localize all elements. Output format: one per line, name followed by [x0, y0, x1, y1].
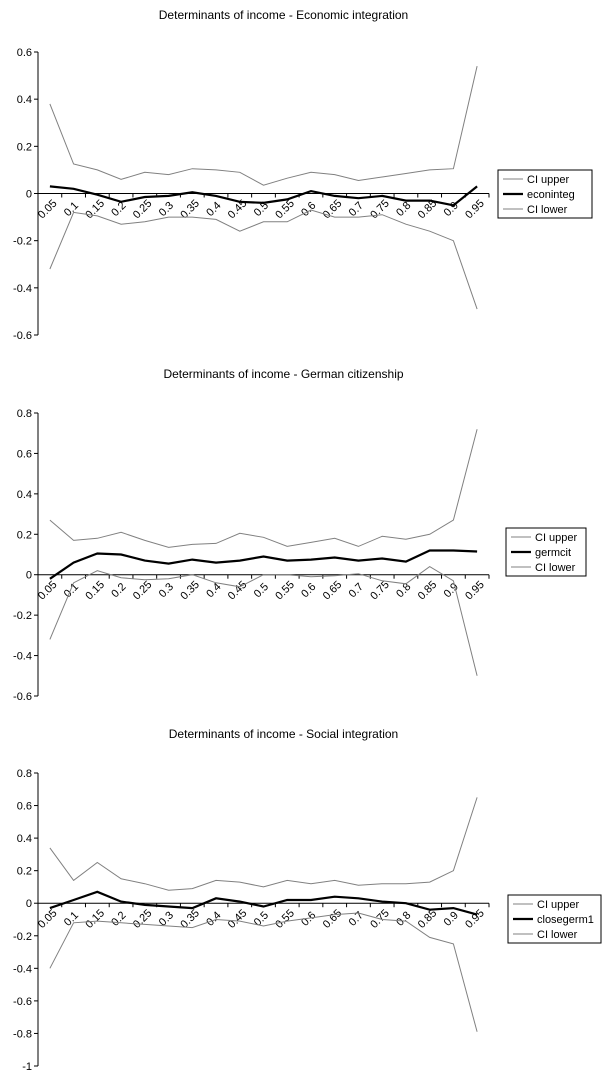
- series-line-2: [49, 185, 478, 207]
- y-tick-label: 0: [26, 570, 32, 582]
- x-tick-label: 0.75: [368, 579, 392, 603]
- x-tick-label: 0.85: [416, 579, 440, 603]
- x-tick-label: 0.1: [62, 200, 81, 219]
- y-tick-label: 0.6: [17, 47, 32, 59]
- x-tick-label: 0.2: [109, 909, 128, 928]
- x-tick-label: 0.25: [131, 198, 155, 222]
- y-tick-label: -0.6: [13, 996, 32, 1008]
- series-line-3: [49, 566, 478, 676]
- series-line-1: [49, 65, 478, 186]
- x-tick-label: 0.2: [109, 581, 128, 600]
- legend-entry: CI lower: [535, 562, 576, 574]
- y-tick-label: -1: [22, 1061, 32, 1073]
- y-tick-label: 0: [26, 898, 32, 910]
- x-tick-label: 0.4: [204, 200, 223, 219]
- x-tick-label: 0.15: [83, 907, 107, 931]
- legend-entry: econinteg: [527, 189, 575, 201]
- x-tick-label: 0.65: [321, 198, 345, 222]
- x-tick-label: 0.3: [157, 200, 176, 219]
- chart-title: Determinants of income - Economic integr…: [159, 8, 408, 22]
- x-tick-label: 0.25: [131, 579, 155, 603]
- y-tick-label: 0.6: [17, 801, 32, 813]
- y-tick-label: -0.4: [13, 651, 32, 663]
- y-tick-label: -0.6: [13, 330, 32, 342]
- y-tick-label: -0.8: [13, 1028, 32, 1040]
- y-tick-label: 0.2: [17, 529, 32, 541]
- series-line-3: [49, 912, 478, 1032]
- x-tick-label: 0.05: [36, 579, 60, 603]
- x-tick-label: 0.8: [394, 200, 413, 219]
- series-line-2: [49, 890, 478, 916]
- y-tick-label: 0.6: [17, 448, 32, 460]
- x-tick-label: 0.15: [83, 579, 107, 603]
- x-tick-label: 0.35: [178, 579, 202, 603]
- x-tick-label: 0.05: [36, 198, 60, 222]
- y-tick-label: 0.2: [17, 141, 32, 153]
- series-line-2: [49, 549, 478, 580]
- y-tick-label: 0.8: [17, 768, 32, 780]
- legend-entry: closegerm1: [537, 914, 594, 926]
- x-tick-label: 0.45: [226, 907, 250, 931]
- legend-entry: CI upper: [527, 174, 570, 186]
- x-tick-label: 0.7: [347, 909, 366, 928]
- x-tick-label: 0.8: [394, 909, 413, 928]
- x-tick-label: 0.6: [299, 581, 318, 600]
- y-tick-label: -0.2: [13, 236, 32, 248]
- chart-2: Determinants of income - German citizens…: [13, 367, 587, 703]
- x-tick-label: 0.45: [226, 579, 250, 603]
- x-tick-label: 0.1: [62, 581, 81, 600]
- x-tick-label: 0.4: [204, 909, 223, 928]
- legend-entry: germcit: [535, 547, 571, 559]
- y-tick-label: -0.2: [13, 931, 32, 943]
- y-tick-label: -0.4: [13, 283, 32, 295]
- y-tick-label: 0.4: [17, 489, 32, 501]
- x-tick-label: 0.25: [131, 907, 155, 931]
- y-tick-label: -0.4: [13, 963, 32, 975]
- chart-title: Determinants of income - Social integrat…: [169, 727, 398, 741]
- chart-3: Determinants of income - Social integrat…: [13, 727, 602, 1073]
- y-tick-label: 0.2: [17, 866, 32, 878]
- series-line-1: [49, 429, 478, 548]
- legend-entry: CI lower: [537, 929, 578, 941]
- x-tick-label: 0.95: [463, 579, 487, 603]
- legend-entry: CI lower: [527, 204, 568, 216]
- x-tick-label: 0.6: [299, 200, 318, 219]
- x-tick-label: 0.55: [273, 907, 297, 931]
- x-tick-label: 0.9: [442, 909, 461, 928]
- x-tick-label: 0.95: [463, 198, 487, 222]
- x-tick-label: 0.2: [109, 200, 128, 219]
- y-tick-label: 0.8: [17, 408, 32, 420]
- chart-1: Determinants of income - Economic integr…: [13, 8, 593, 342]
- legend-entry: CI upper: [537, 899, 580, 911]
- x-tick-label: 0.05: [36, 907, 60, 931]
- x-tick-label: 0.65: [321, 907, 345, 931]
- x-tick-label: 0.3: [157, 581, 176, 600]
- chart-title: Determinants of income - German citizens…: [163, 367, 403, 381]
- x-tick-label: 0.65: [321, 579, 345, 603]
- x-tick-label: 0.85: [416, 907, 440, 931]
- x-tick-label: 0.55: [273, 579, 297, 603]
- y-tick-label: -0.2: [13, 610, 32, 622]
- x-tick-label: 0.7: [347, 581, 366, 600]
- y-tick-label: 0: [26, 189, 32, 201]
- series-line-3: [49, 209, 478, 310]
- legend-entry: CI upper: [535, 532, 578, 544]
- series-line-1: [49, 797, 478, 891]
- y-tick-label: -0.6: [13, 691, 32, 703]
- y-tick-label: 0.4: [17, 94, 32, 106]
- y-tick-label: 0.4: [17, 833, 32, 845]
- x-tick-label: 0.5: [252, 581, 271, 600]
